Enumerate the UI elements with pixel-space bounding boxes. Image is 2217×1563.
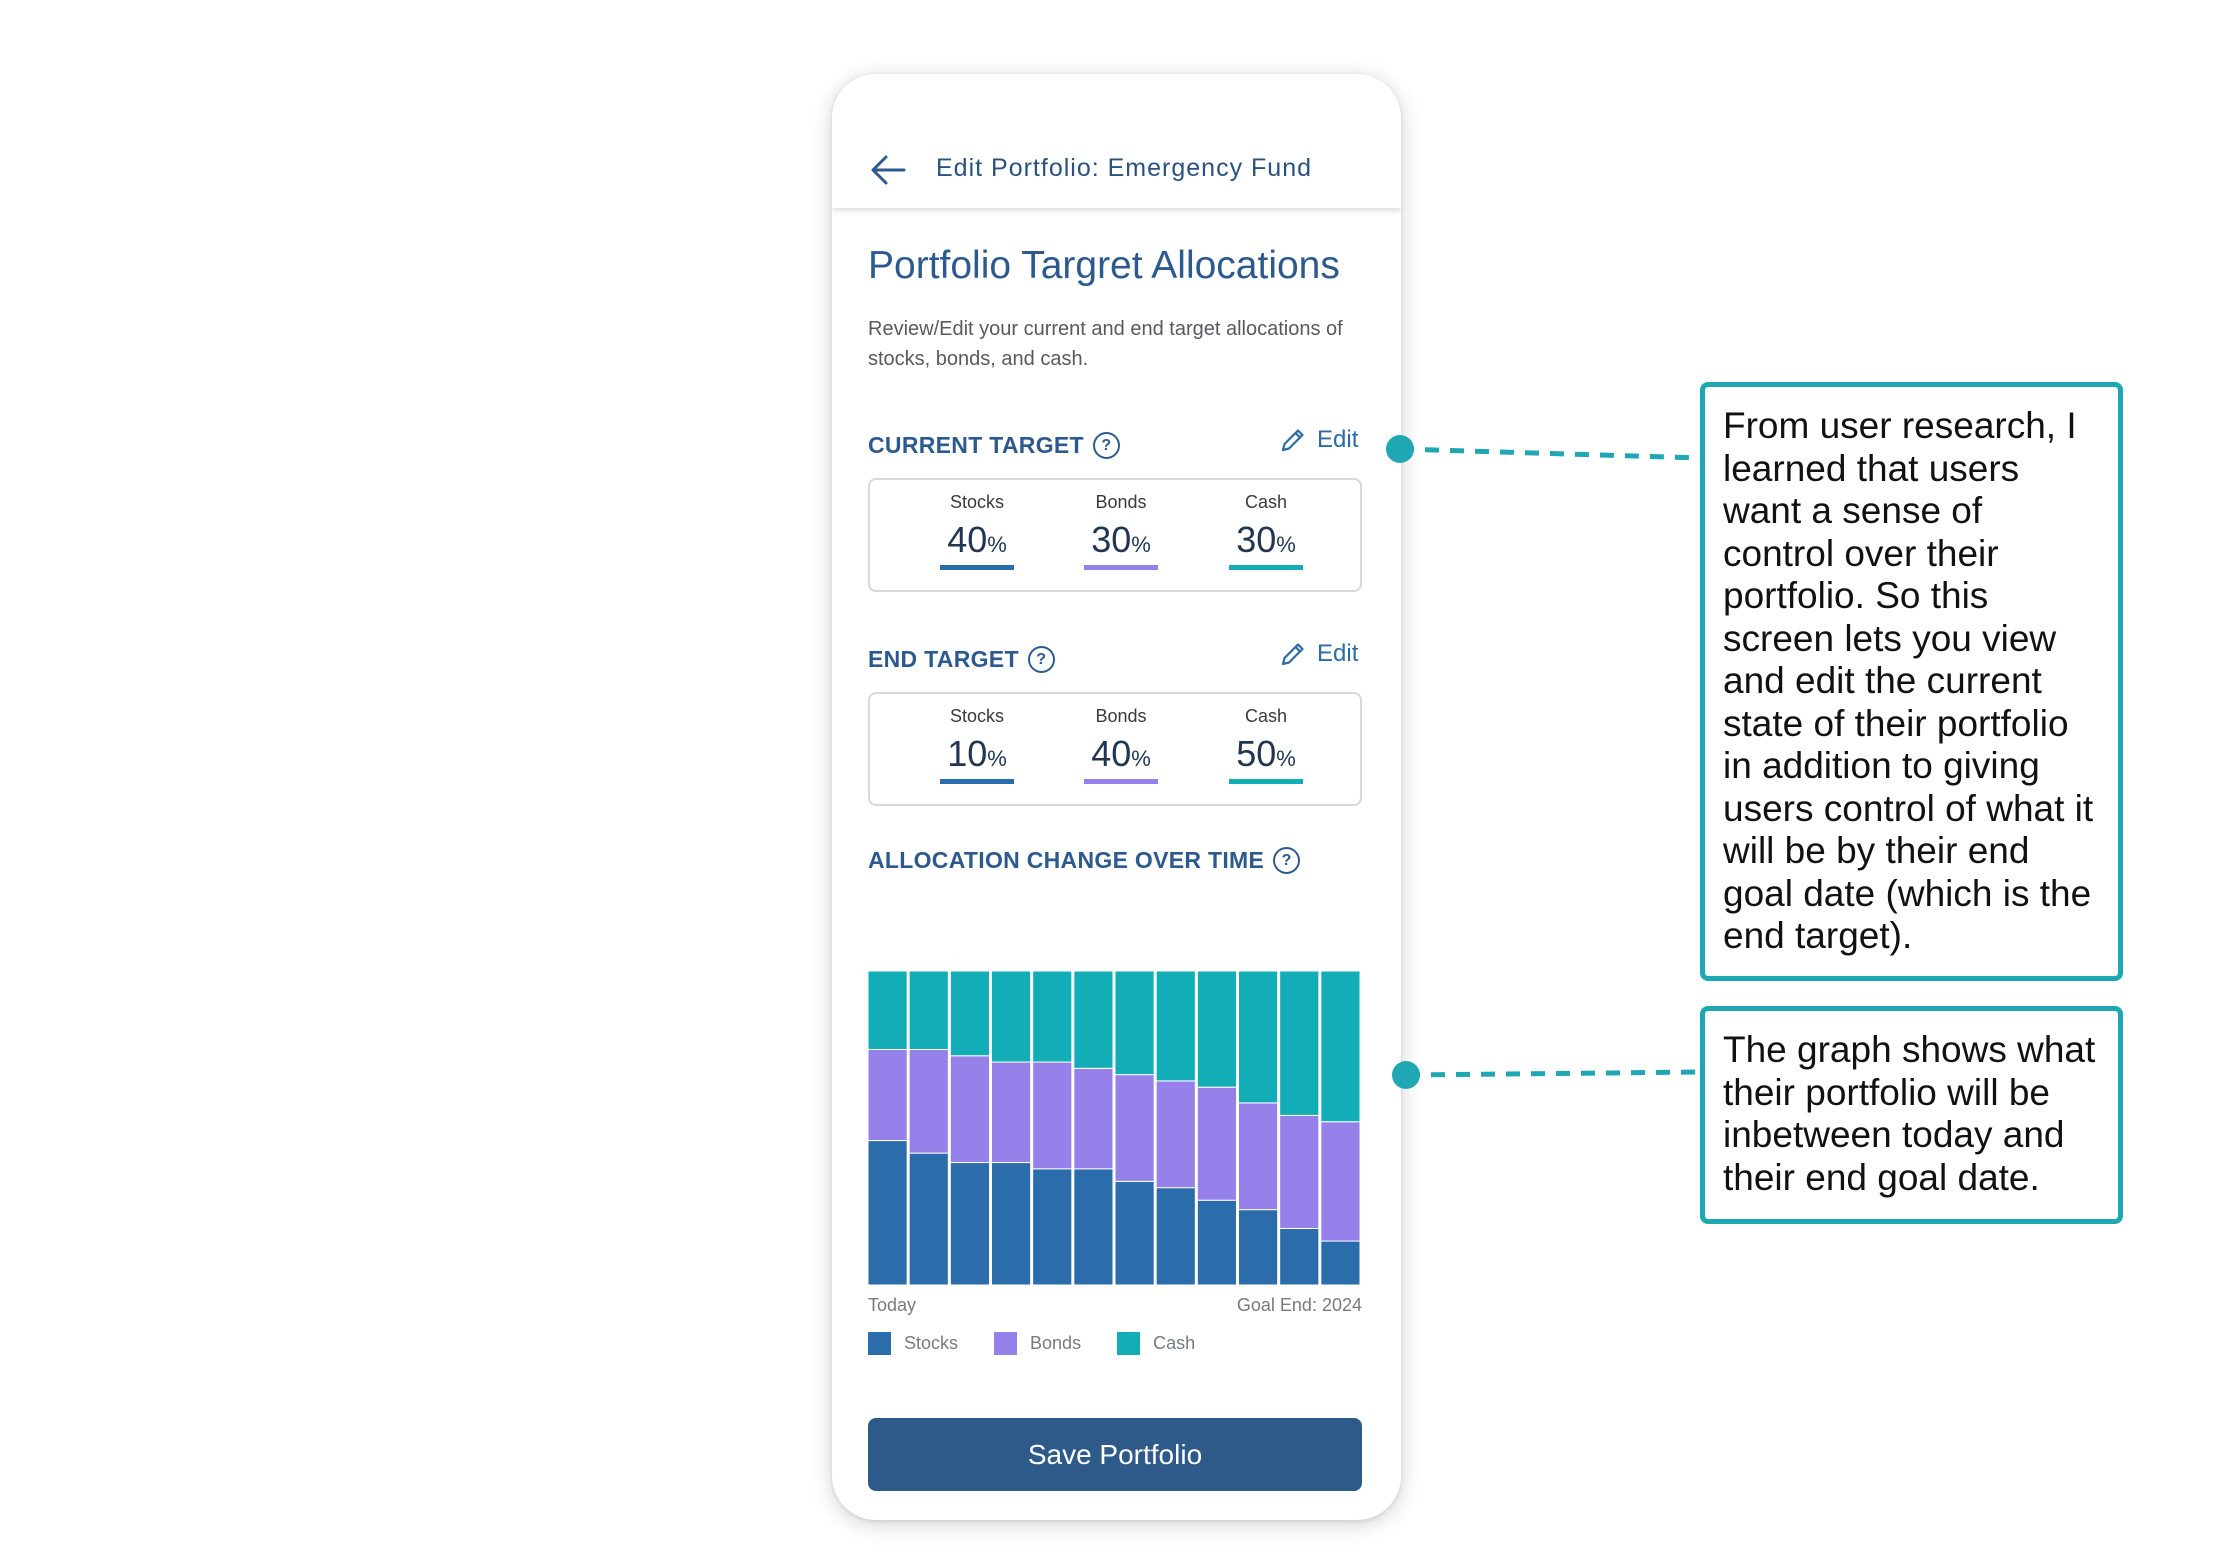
cash-underline [1229,565,1303,570]
bar-segment-cash [908,971,949,1050]
allocation-label: Cash [1244,706,1288,726]
legend-swatch [994,1332,1018,1355]
bar-segment-bonds [991,1061,1032,1164]
bonds-underline [1084,565,1158,570]
bar-segment-stocks [1238,1209,1279,1285]
edit-end-target-button[interactable]: Edit [1279,640,1358,668]
allocation-label: Bonds [1095,706,1147,726]
chart-legend: Stocks Bonds Cash [868,1332,1231,1355]
top-app-bar: Edit Portfolio: Emergency Fund [832,74,1401,208]
connector-dot-2 [1392,1061,1420,1089]
bar-segment-bonds [1073,1067,1114,1170]
connector-line-2 [1405,1069,1701,1078]
allocation-label: Cash [1244,492,1288,512]
legend-item-stocks: Stocks [868,1332,958,1355]
bar-segment-stocks [1279,1227,1320,1285]
bar-segment-cash [1032,971,1073,1063]
help-icon[interactable]: ? [1027,646,1055,673]
allocation-value: 10% [947,733,1007,774]
current-stocks: Stocks 40% [937,492,1017,570]
annotation-callout-graph: The graph shows what their portfolio wil… [1700,1006,2123,1224]
allocation-chart [868,971,1361,1285]
end-stocks: Stocks 10% [937,706,1017,784]
edit-label: Edit [1317,426,1359,453]
bar-segment-bonds [949,1055,991,1164]
help-icon[interactable]: ? [1092,432,1120,459]
bar-segment-cash [991,971,1032,1063]
bonds-underline [1084,779,1158,784]
page-header-title: Edit Portfolio: Emergency Fund [936,154,1312,182]
connector-dot-1 [1386,435,1414,463]
x-end-label: Goal End: 2024 [1236,1295,1362,1315]
allocation-value: 40% [1091,733,1151,774]
allocation-label: Stocks [949,492,1005,512]
bar-segment-bonds [1114,1074,1155,1182]
bar-segment-cash [1073,971,1114,1069]
stocks-underline [940,565,1014,570]
end-cash: Cash 50% [1226,706,1306,784]
help-icon[interactable]: ? [1273,847,1301,874]
allocation-label: Stocks [949,706,1005,726]
legend-item-bonds: Bonds [994,1332,1081,1355]
current-target-heading: CURRENT TARGET ? [868,432,1120,459]
allocation-value: 40% [947,519,1007,560]
allocation-value: 30% [1236,519,1296,560]
bar-segment-stocks [1155,1187,1196,1285]
legend-label: Cash [1153,1333,1196,1353]
current-cash: Cash 30% [1226,492,1306,570]
allocation-value: 30% [1091,519,1151,560]
pencil-icon [1281,643,1304,666]
bar-segment-stocks [1196,1199,1238,1285]
page-title: Portfolio Targret Allocations [868,244,1340,287]
edit-current-target-button[interactable]: Edit [1279,426,1358,454]
chart-heading: ALLOCATION CHANGE OVER TIME ? [868,847,1301,874]
legend-label: Bonds [1030,1333,1082,1353]
bar-segment-cash [1114,971,1155,1076]
current-target-card[interactable]: Stocks 40% Bonds 30% Cash 30% [868,478,1362,592]
cash-underline [1229,779,1303,784]
end-bonds: Bonds 40% [1081,706,1161,784]
pencil-icon [1281,429,1304,452]
bar-segment-cash [868,971,908,1050]
bar-segment-cash [1155,971,1196,1082]
edit-label: Edit [1317,640,1359,667]
x-start-label: Today [868,1295,917,1315]
phone-screen: Edit Portfolio: Emergency Fund Portfolio… [832,74,1401,1520]
end-target-label: END TARGET [868,646,1019,672]
end-target-card[interactable]: Stocks 10% Bonds 40% Cash 50% [868,692,1362,806]
bar-segment-stocks [1032,1168,1073,1285]
bar-segment-cash [1320,971,1361,1123]
chart-section-label: ALLOCATION CHANGE OVER TIME [868,847,1265,873]
legend-label: Stocks [904,1333,959,1353]
bar-segment-cash [949,971,991,1057]
bar-segment-cash [1196,971,1238,1088]
allocation-label: Bonds [1095,492,1147,512]
annotation-callout-research: From user research, I learned that users… [1700,382,2123,981]
connector-line-1 [1399,446,1701,461]
bar-segment-stocks [991,1162,1032,1285]
legend-item-cash: Cash [1117,1332,1195,1355]
bar-segment-bonds [868,1049,908,1142]
allocation-value: 50% [1236,733,1296,774]
bar-segment-cash [1279,971,1320,1116]
end-target-heading: END TARGET ? [868,646,1055,673]
legend-swatch [868,1332,891,1355]
page-description: Review/Edit your current and end target … [868,318,1343,370]
legend-swatch [1117,1332,1141,1355]
current-bonds: Bonds 30% [1081,492,1161,570]
save-portfolio-button[interactable]: Save Portfolio [868,1418,1362,1491]
stocks-underline [940,779,1014,784]
bar-segment-stocks [908,1152,949,1285]
bar-segment-stocks [1073,1168,1114,1285]
bar-segment-cash [1238,971,1279,1104]
back-arrow-icon[interactable] [868,150,908,190]
current-target-label: CURRENT TARGET [868,432,1084,458]
